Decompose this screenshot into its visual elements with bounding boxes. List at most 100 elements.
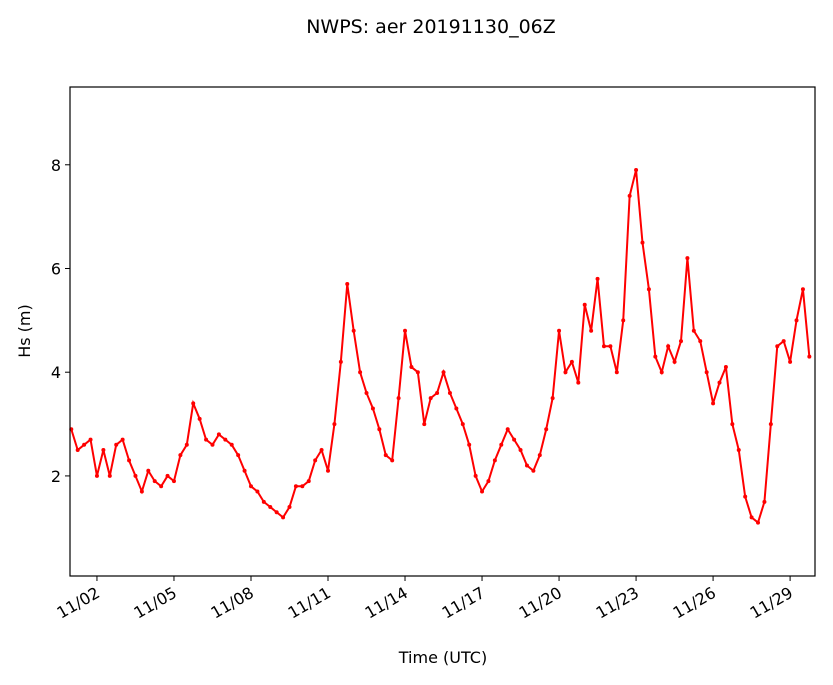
data-point xyxy=(447,390,452,395)
data-point xyxy=(236,453,241,458)
data-point xyxy=(75,447,80,452)
data-point xyxy=(743,494,748,499)
data-point xyxy=(557,328,562,333)
data-point xyxy=(480,489,485,494)
data-point xyxy=(659,370,664,375)
data-point xyxy=(223,437,228,442)
data-point xyxy=(582,302,587,307)
y-tick-label: 2 xyxy=(51,467,61,486)
data-point xyxy=(666,344,671,349)
data-point xyxy=(197,416,202,421)
plot-frame xyxy=(69,86,816,577)
data-point xyxy=(313,458,318,463)
data-point xyxy=(653,354,658,359)
data-point xyxy=(133,473,138,478)
data-point xyxy=(531,468,536,473)
data-point xyxy=(216,432,221,437)
data-point xyxy=(390,458,395,463)
data-point xyxy=(281,515,286,520)
data-point xyxy=(184,442,189,447)
data-point xyxy=(139,489,144,494)
data-point xyxy=(435,390,440,395)
data-point xyxy=(775,344,780,349)
data-point xyxy=(287,505,292,510)
data-point xyxy=(768,422,773,427)
data-point xyxy=(306,479,311,484)
data-point xyxy=(345,282,350,287)
data-point xyxy=(159,484,164,489)
data-point xyxy=(191,401,196,406)
data-point xyxy=(717,380,722,385)
y-tick-label: 6 xyxy=(51,259,61,278)
data-point xyxy=(460,422,465,427)
data-point xyxy=(146,468,151,473)
data-point xyxy=(403,328,408,333)
data-point xyxy=(601,344,606,349)
data-point xyxy=(544,427,549,432)
data-point xyxy=(621,318,626,323)
data-point xyxy=(640,240,645,245)
data-point xyxy=(634,167,639,172)
data-point xyxy=(736,447,741,452)
data-point xyxy=(492,458,497,463)
data-point xyxy=(473,473,478,478)
data-point xyxy=(293,484,298,489)
y-tick-label: 4 xyxy=(51,363,61,382)
data-point xyxy=(127,458,132,463)
data-point xyxy=(537,453,542,458)
data-point xyxy=(524,463,529,468)
data-point xyxy=(248,484,253,489)
data-point xyxy=(691,328,696,333)
data-point xyxy=(178,453,183,458)
data-point xyxy=(242,468,247,473)
data-point xyxy=(569,359,574,364)
data-point xyxy=(550,396,555,401)
data-point xyxy=(319,447,324,452)
x-axis-label: Time (UTC) xyxy=(398,648,487,667)
data-point xyxy=(358,370,363,375)
data-point xyxy=(88,437,93,442)
data-point xyxy=(678,339,683,344)
data-point xyxy=(646,287,651,292)
data-point xyxy=(171,479,176,484)
data-point xyxy=(723,365,728,370)
data-point xyxy=(396,396,401,401)
data-point xyxy=(614,370,619,375)
data-point xyxy=(114,442,119,447)
y-tick-label: 8 xyxy=(51,156,61,175)
data-point xyxy=(518,447,523,452)
data-point xyxy=(326,468,331,473)
data-point xyxy=(627,193,632,198)
data-point xyxy=(499,442,504,447)
data-point xyxy=(415,370,420,375)
data-point xyxy=(101,447,106,452)
data-point xyxy=(512,437,517,442)
data-point xyxy=(428,396,433,401)
data-point xyxy=(422,422,427,427)
data-point xyxy=(505,427,510,432)
chart-title: NWPS: aer 20191130_06Z xyxy=(306,16,556,38)
data-point xyxy=(589,328,594,333)
data-point xyxy=(576,380,581,385)
data-point xyxy=(255,489,260,494)
data-point xyxy=(756,520,761,525)
data-point xyxy=(107,473,112,478)
data-point xyxy=(454,406,459,411)
data-point xyxy=(204,437,209,442)
data-point xyxy=(749,515,754,520)
data-point xyxy=(300,484,305,489)
data-point xyxy=(351,328,356,333)
data-point xyxy=(486,479,491,484)
data-point xyxy=(730,422,735,427)
data-point xyxy=(762,499,767,504)
data-point xyxy=(794,318,799,323)
data-point xyxy=(332,422,337,427)
data-point xyxy=(94,473,99,478)
data-point xyxy=(229,442,234,447)
data-point xyxy=(120,437,125,442)
data-point xyxy=(268,505,273,510)
data-point xyxy=(781,339,786,344)
data-point xyxy=(377,427,382,432)
